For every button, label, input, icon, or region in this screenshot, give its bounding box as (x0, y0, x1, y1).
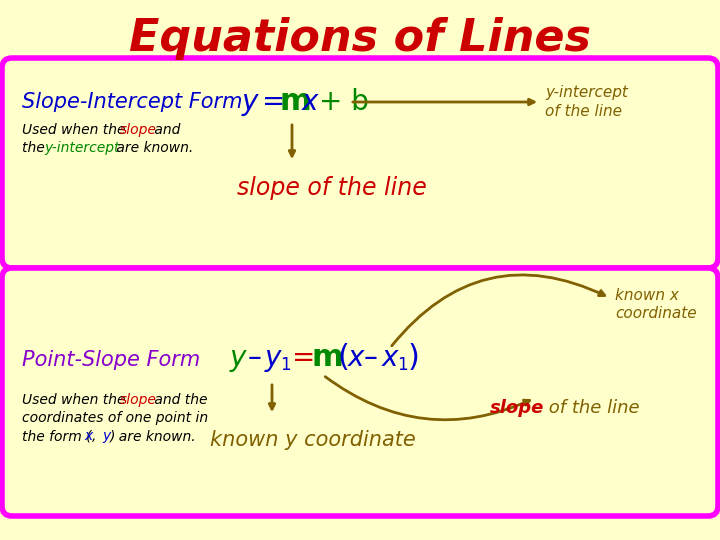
Text: Slope-Intercept Form: Slope-Intercept Form (22, 92, 243, 112)
Text: x: x (302, 88, 318, 116)
Text: (: ( (337, 343, 349, 373)
Text: m: m (279, 87, 311, 117)
Text: y: y (265, 344, 282, 372)
Text: Used when the: Used when the (22, 393, 130, 407)
Text: y: y (230, 344, 246, 372)
Text: x: x (348, 344, 364, 372)
Text: slope: slope (120, 123, 157, 137)
Text: known x: known x (615, 287, 679, 302)
Text: y: y (102, 429, 110, 443)
Text: y-intercept: y-intercept (44, 141, 120, 155)
Text: Equations of Lines: Equations of Lines (129, 17, 591, 59)
Text: =: = (292, 344, 315, 372)
Text: Used when the: Used when the (22, 123, 130, 137)
Text: coordinates of one point in: coordinates of one point in (22, 411, 208, 425)
Text: y: y (242, 88, 258, 116)
Text: coordinate: coordinate (615, 306, 697, 321)
Text: ,: , (92, 429, 101, 443)
Text: –: – (364, 344, 378, 372)
Text: + b: + b (319, 88, 369, 116)
Text: of the line: of the line (545, 105, 622, 119)
Text: ): ) (408, 343, 420, 373)
Text: Point-Slope Form: Point-Slope Form (22, 350, 200, 370)
Text: –: – (248, 344, 262, 372)
Text: x: x (382, 344, 398, 372)
Text: ) are known.: ) are known. (110, 429, 197, 443)
Text: are known.: are known. (112, 141, 193, 155)
Text: and: and (150, 123, 181, 137)
Text: and the: and the (150, 393, 207, 407)
Text: 1: 1 (397, 356, 408, 374)
Text: the form (: the form ( (22, 429, 91, 443)
Text: y-intercept: y-intercept (545, 84, 628, 99)
Text: m: m (312, 343, 343, 373)
FancyBboxPatch shape (2, 268, 718, 516)
Text: known y coordinate: known y coordinate (210, 430, 415, 450)
Text: 1: 1 (280, 356, 291, 374)
Text: x: x (84, 429, 92, 443)
Text: =: = (262, 88, 285, 116)
Text: slope: slope (490, 399, 544, 417)
Text: of the line: of the line (543, 399, 639, 417)
Text: the: the (22, 141, 49, 155)
Text: slope: slope (120, 393, 157, 407)
Text: slope of the line: slope of the line (237, 176, 427, 200)
FancyBboxPatch shape (2, 58, 718, 268)
